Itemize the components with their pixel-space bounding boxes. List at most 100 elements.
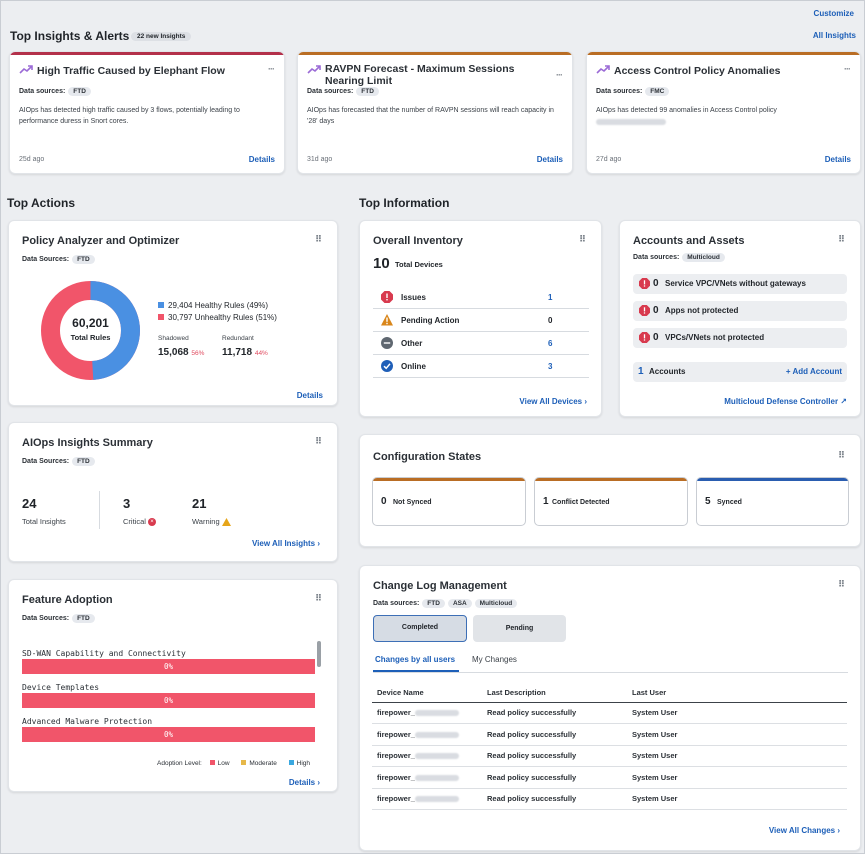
asset-row[interactable]: 0 Apps not protected [633, 301, 847, 321]
data-sources: Data sources: FMC [596, 87, 670, 96]
healthy-legend: 29,404 Healthy Rules (49%) [158, 301, 268, 310]
redundant-label: Redundant [222, 335, 254, 342]
page-title: Top Insights & Alerts [10, 29, 130, 43]
trend-up-icon [596, 65, 610, 74]
insight-card[interactable]: High Traffic Caused by Elephant Flow ···… [9, 51, 285, 174]
card-title: Change Log Management [373, 580, 507, 592]
insight-age: 31d ago [307, 156, 333, 163]
insight-description: AIOps has forecasted that the number of … [307, 107, 554, 125]
data-sources: Data Sources: FTD [22, 255, 95, 264]
more-options-icon[interactable]: ··· [844, 64, 851, 74]
top-information-heading: Top Information [359, 196, 450, 210]
aiops-summary-card: AIOps Insights Summary ⠿ Data Sources: FT… [8, 422, 338, 562]
insight-title: Access Control Policy Anomalies [614, 65, 781, 77]
shadowed-label: Shadowed [158, 335, 189, 342]
plus-icon: + [785, 367, 791, 376]
view-all-insights-link[interactable]: View All Insights › [251, 539, 320, 548]
view-all-changes-link[interactable]: View All Changes › [768, 826, 840, 835]
tab-changes-by-all-users[interactable]: Changes by all users [375, 655, 456, 664]
error-icon [639, 332, 650, 343]
add-account-button[interactable]: + Add Account [785, 367, 842, 376]
error-icon [381, 291, 393, 303]
total-insights-value: 24 [22, 496, 37, 511]
adoption-bar: 0% [22, 727, 315, 742]
top-actions-heading: Top Actions [7, 196, 75, 210]
table-row[interactable]: firepower_ Read policy successfully System… [372, 745, 847, 767]
warning-icon [221, 518, 231, 527]
error-icon [639, 305, 650, 316]
accounts-label: Accounts [649, 367, 686, 376]
total-devices-value: 10 [373, 255, 390, 272]
severity-bar [298, 52, 572, 55]
rules-donut-chart [41, 281, 140, 380]
scrollbar[interactable] [317, 641, 321, 667]
config-state-conflict[interactable]: 1 Conflict Detected [534, 477, 688, 526]
total-insights-label: Total Insights [22, 517, 66, 526]
table-row[interactable]: firepower_ Read policy successfully System… [372, 723, 847, 746]
feature-label: SD-WAN Capability and Connectivity [22, 649, 186, 658]
overall-inventory-card: Overall Inventory ⠿ 10 Total Devices Iss… [359, 220, 602, 417]
inventory-row-issues[interactable]: Issues 1 [373, 286, 589, 309]
redundant-value: 11,718 44% [222, 347, 268, 358]
check-circle-icon [381, 360, 393, 372]
error-icon [639, 278, 650, 289]
details-link[interactable]: Details [536, 155, 563, 164]
asset-row[interactable]: 0 Service VPC/VNets without gateways [633, 274, 847, 294]
more-options-icon[interactable]: ··· [268, 64, 275, 74]
accounts-row[interactable]: 1 Accounts + Add Account [633, 362, 847, 382]
insight-title: High Traffic Caused by Elephant Flow [37, 65, 225, 77]
column-header[interactable]: Last User [632, 683, 847, 703]
warning-label: Warning [192, 517, 231, 527]
table-row[interactable]: firepower_ Read policy successfully System… [372, 702, 847, 724]
table-row[interactable]: firepower_ Read policy successfully System… [372, 766, 847, 789]
drag-handle-icon[interactable]: ⠿ [314, 436, 322, 446]
trend-up-icon [19, 65, 33, 74]
card-title: Feature Adoption [22, 594, 113, 606]
insight-description: AIOps has detected high traffic caused b… [19, 107, 240, 125]
critical-label: Critical × [123, 517, 157, 527]
table-row[interactable]: firepower_ Read policy successfully System… [372, 788, 847, 810]
column-header[interactable]: Device Name [372, 683, 487, 703]
active-tab-indicator [373, 670, 459, 672]
asset-row[interactable]: 0 VPCs/VNets not protected [633, 328, 847, 348]
inventory-row-pending[interactable]: Pending Action 0 [373, 309, 589, 332]
drag-handle-icon[interactable]: ⠿ [837, 579, 845, 589]
drag-handle-icon[interactable]: ⠿ [314, 593, 322, 603]
view-all-devices-link[interactable]: View All Devices › [519, 397, 587, 406]
drag-handle-icon[interactable]: ⠿ [837, 234, 845, 244]
multicloud-controller-link[interactable]: Multicloud Defense Controller ↗ [724, 397, 847, 406]
all-insights-link[interactable]: All Insights [812, 31, 856, 40]
insight-card[interactable]: Access Control Policy Anomalies ··· Data… [586, 51, 861, 174]
card-title: Configuration States [373, 451, 482, 463]
severity-bar [10, 52, 284, 55]
data-sources: Data Sources: FTD [22, 457, 95, 466]
completed-button[interactable]: Completed [373, 615, 467, 642]
data-sources: Data sources: Multicloud [633, 253, 725, 262]
inventory-row-online[interactable]: Online 3 [373, 355, 589, 378]
data-sources: Data Sources: FTD [22, 614, 95, 623]
more-options-icon[interactable]: ··· [556, 70, 563, 80]
accounts-count: 1 [638, 366, 644, 377]
customize-link[interactable]: Customize [813, 9, 854, 18]
adoption-legend: Adoption Level: Low Moderate High [157, 760, 311, 767]
column-header[interactable]: Last Description [487, 683, 632, 703]
tab-my-changes[interactable]: My Changes [472, 655, 517, 664]
drag-handle-icon[interactable]: ⠿ [837, 450, 845, 460]
adoption-bar: 0% [22, 659, 315, 674]
details-link[interactable]: Details › [288, 778, 320, 787]
drag-handle-icon[interactable]: ⠿ [314, 234, 322, 244]
insight-card[interactable]: RAVPN Forecast - Maximum Sessions Nearing… [297, 51, 573, 174]
config-state-synced[interactable]: 5 Synced [696, 477, 849, 526]
warning-value: 21 [192, 496, 207, 511]
pending-button[interactable]: Pending [473, 615, 566, 642]
details-link[interactable]: Details [824, 155, 851, 164]
details-link[interactable]: Details [248, 155, 275, 164]
insight-description: AIOps has detected 99 anomalies in Acces… [596, 107, 777, 114]
insight-age: 27d ago [596, 156, 622, 163]
inventory-row-other[interactable]: Other 6 [373, 332, 589, 355]
details-link[interactable]: Details [296, 391, 323, 400]
minus-circle-icon [381, 337, 393, 349]
config-state-not-synced[interactable]: 0 Not Synced [372, 477, 526, 526]
feature-adoption-card: Feature Adoption ⠿ Data Sources: FTD SD-W… [8, 579, 338, 792]
drag-handle-icon[interactable]: ⠿ [578, 234, 586, 244]
